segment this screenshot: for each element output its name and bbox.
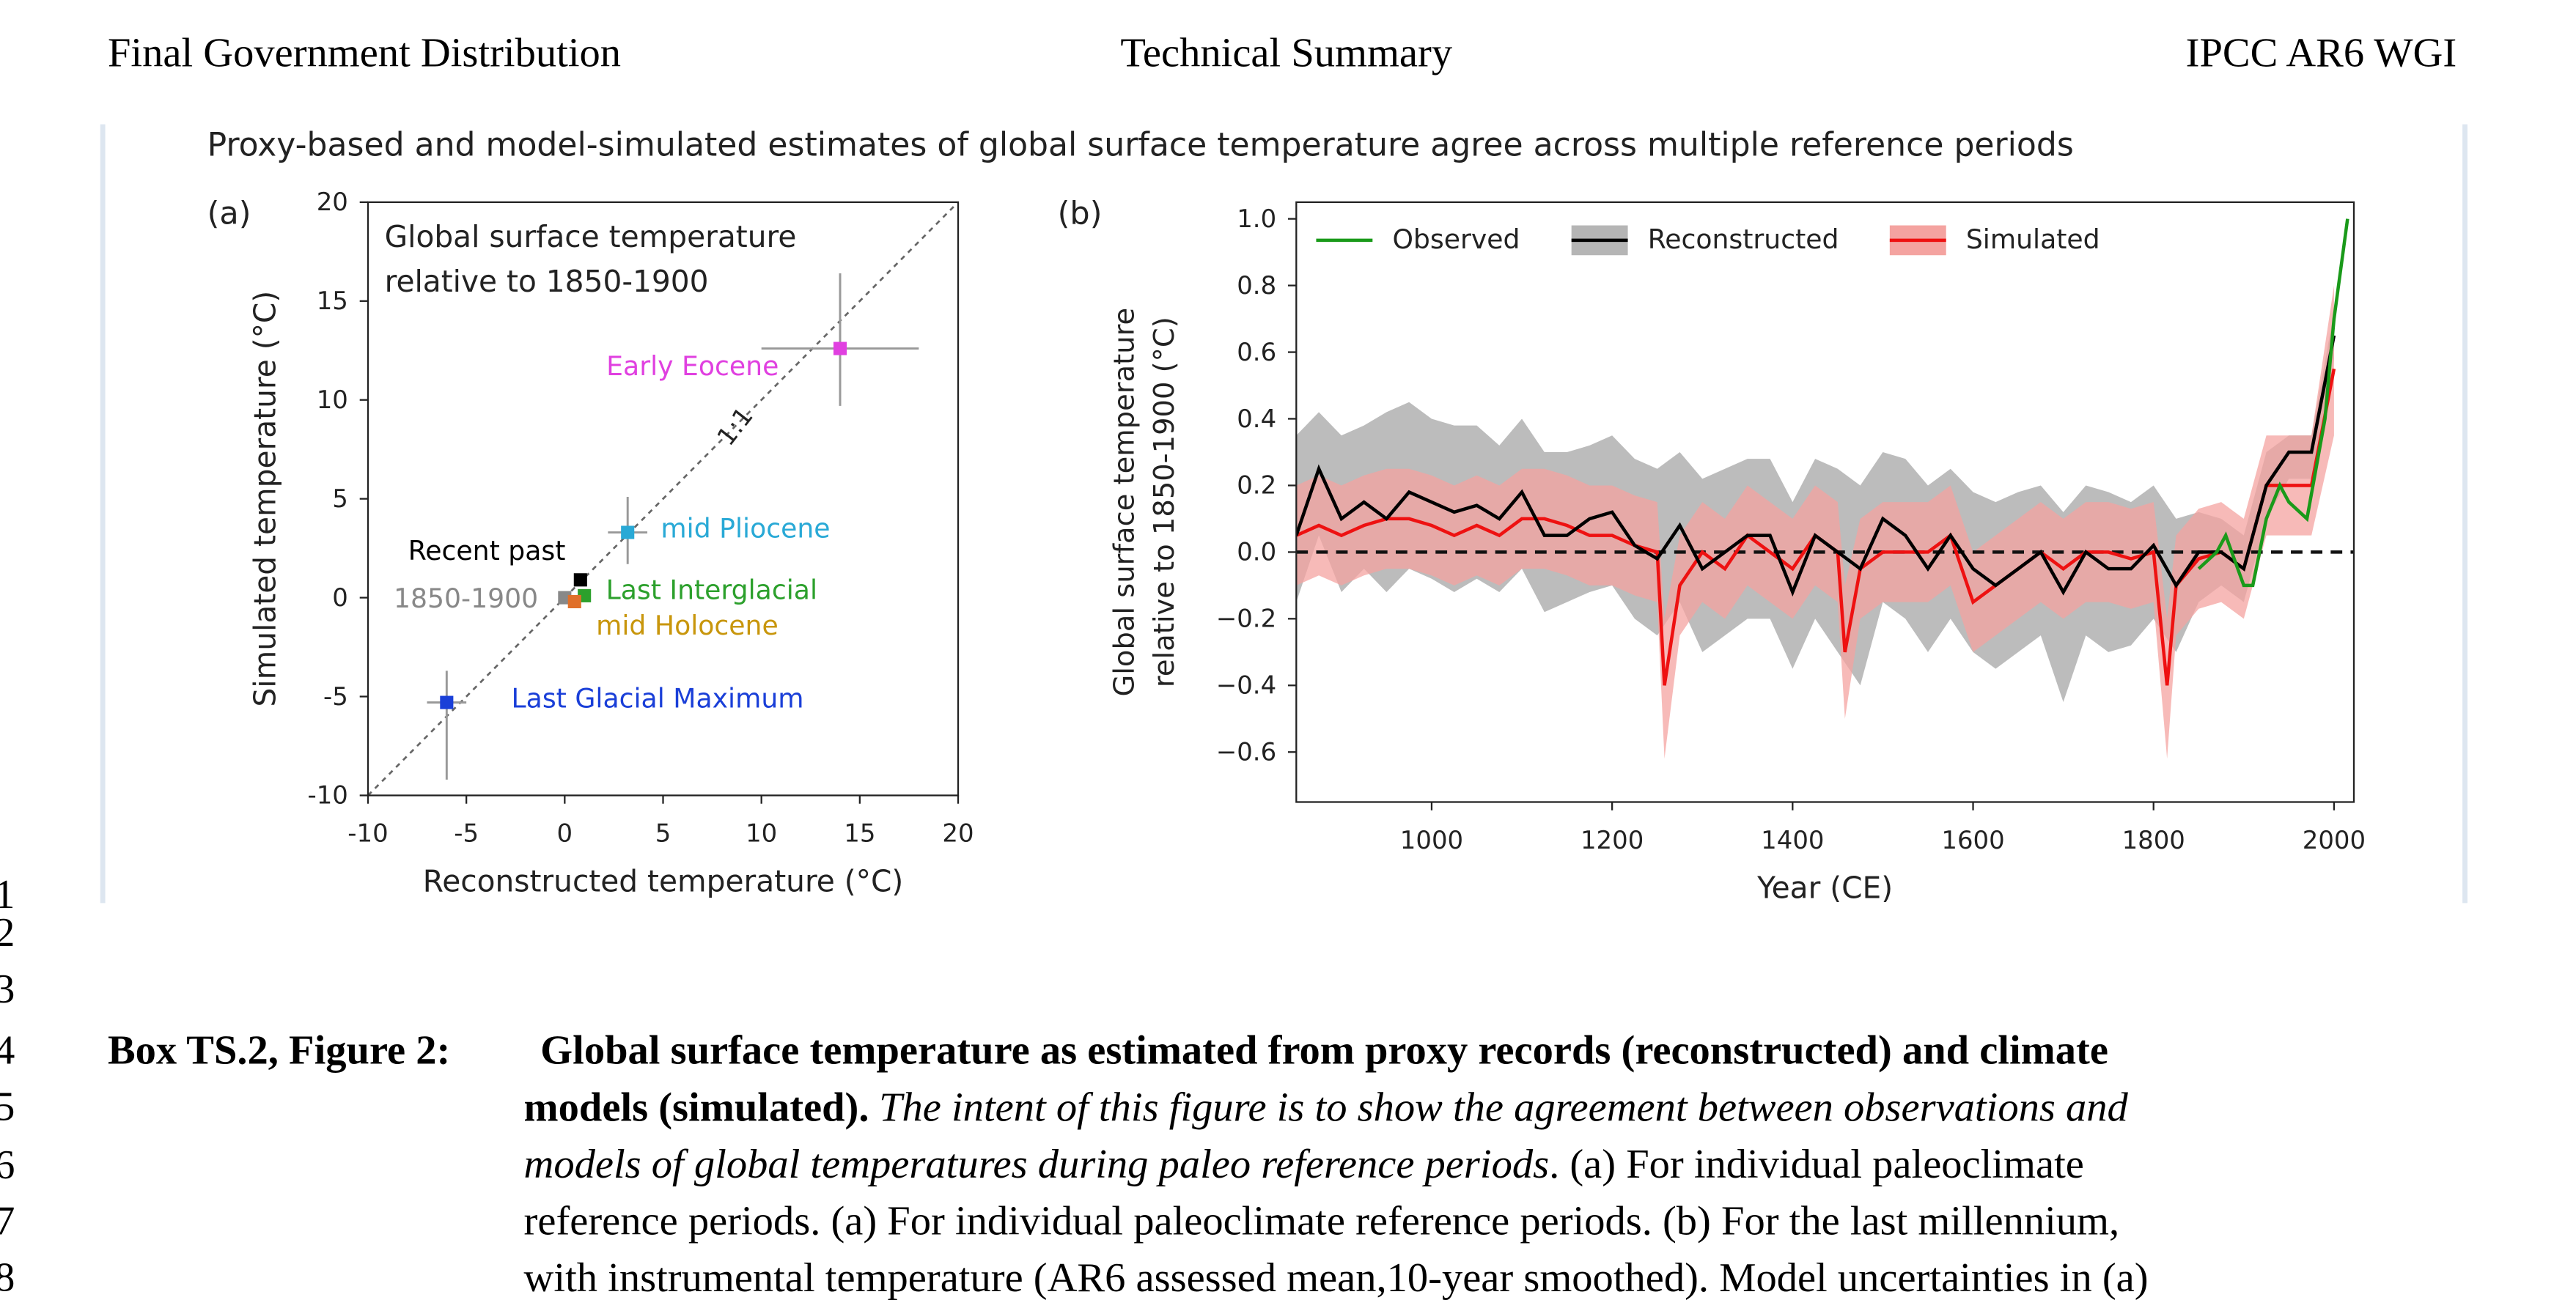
point-label: mid Pliocene (660, 512, 830, 544)
x-tick-label: -10 (347, 819, 388, 848)
x-tick-label: 1000 (1400, 826, 1463, 854)
caption-line: models (simulated). The intent of this fi… (524, 1085, 2129, 1130)
point-label: Last Glacial Maximum (512, 682, 804, 714)
panel-note: Global surface temperature (385, 219, 797, 254)
y-tick-label: 5 (332, 484, 348, 513)
x-tick-label: 10 (746, 819, 777, 848)
chart-panel: (b) 1000 1200 1400 1600 1800 2000 −0.6 −0.4 −0.2 0… (1058, 195, 2366, 905)
y-tick-label: 0.0 (1237, 538, 1276, 566)
y-tick-label: 0.8 (1237, 271, 1276, 300)
point (440, 695, 454, 709)
plot-frame (1295, 201, 2355, 803)
y-axis-label: Global surface temperature (1108, 308, 1141, 697)
caption-line: reference periods. (a) For individual pa… (524, 1198, 2120, 1244)
y-axis-label: Simulated temperature (°C) (247, 291, 282, 707)
x-tick-label: 1200 (1580, 826, 1644, 854)
point (567, 594, 581, 609)
point-label: Early Eocene (606, 350, 779, 382)
caption: Box TS.2, Figure 2: Global surface temper… (108, 1028, 2149, 1300)
line-number: 8 (0, 1255, 15, 1300)
x-tick-label: 1800 (2122, 826, 2185, 854)
caption-line: models of global temperatures during pal… (524, 1142, 2084, 1187)
plot-area (1296, 218, 2354, 759)
legend-label: Observed (1392, 224, 1520, 255)
y-tick-label: 0 (332, 583, 348, 612)
legend-label: Simulated (1966, 224, 2100, 255)
caption-segment: The intent of this figure is to show the… (879, 1085, 2128, 1130)
x-tick-label: 15 (844, 819, 875, 848)
y-tick-label: 20 (317, 188, 348, 216)
one-to-one-line (367, 201, 959, 797)
chart-panel: (a) -10 -5 0 5 10 15 20 -10 -5 0 5 10 15 20 Reconstruct… (207, 188, 974, 898)
y-tick-label: −0.4 (1216, 671, 1276, 700)
x-axis-label: Year (CE) (1756, 871, 1893, 906)
line-number: 4 (0, 1028, 15, 1074)
uncertainty-band (1296, 285, 2334, 759)
series-line (1296, 335, 2336, 597)
x-tick-label: 1400 (1761, 826, 1824, 854)
y-tick-label: 15 (317, 287, 348, 315)
panel-note: relative to 1850-1900 (385, 264, 709, 299)
panel-label: (a) (207, 195, 251, 232)
x-axis-label: Reconstructed temperature (°C) (423, 864, 904, 899)
y-tick-label: 0.6 (1237, 338, 1276, 366)
x-tick-label: 2000 (2303, 826, 2366, 854)
line-number: 6 (0, 1142, 15, 1188)
y-tick-label: -5 (323, 682, 348, 711)
line-number: 3 (0, 967, 15, 1012)
x-tick-label: 5 (655, 819, 671, 848)
x-tick-label: -5 (454, 819, 479, 848)
caption-segment: reference periods. (a) For individual pa… (524, 1198, 2120, 1244)
header-center: Technical Summary (1120, 30, 1452, 75)
x-tick-label: 1600 (1941, 826, 2004, 854)
caption-segment: models of global temperatures during pal… (524, 1142, 1550, 1187)
point-label: Recent past (408, 535, 566, 566)
point (621, 525, 635, 539)
caption-segment: Global surface temperature as estimated … (540, 1028, 2108, 1074)
caption-line: with instrumental temperature (AR6 asses… (524, 1255, 2149, 1300)
line-numbers: 12 3 4 5 6 7 8 (0, 872, 15, 1300)
point-label: 1850-1900 (394, 583, 538, 614)
y-axis-label: relative to 1850-1900 (°C) (1148, 317, 1181, 687)
header-right: IPCC AR6 WGI (2186, 30, 2457, 75)
point (573, 573, 587, 587)
caption-segment: . (a) For individual paleoclimate (1549, 1142, 2084, 1187)
y-tick-label: -10 (307, 781, 347, 810)
x-tick-label: 0 (557, 819, 573, 848)
line-number: 1 (0, 872, 15, 917)
caption-segment: models (simulated). (524, 1085, 869, 1130)
plot-frame (367, 201, 960, 797)
y-tick-label: 0.2 (1237, 471, 1276, 500)
legend-label: Reconstructed (1648, 224, 1839, 255)
figure: (a) -10 -5 0 5 10 15 20 -10 -5 0 5 10 15 20 Reconstruct… (207, 188, 2366, 905)
y-tick-label: −0.6 (1216, 738, 1276, 767)
y-tick-label: 0.4 (1237, 405, 1276, 433)
point-label: Last Interglacial (606, 574, 817, 605)
caption-segment: Box TS.2, Figure 2: (108, 1028, 450, 1074)
point (833, 341, 847, 355)
line-number: 2 (0, 910, 15, 956)
point-label: mid Holocene (596, 610, 779, 641)
line-number: 7 (0, 1199, 15, 1244)
header-left: Final Government Distribution (108, 30, 621, 75)
y-tick-label: 1.0 (1237, 204, 1276, 233)
x-tick-label: 20 (942, 819, 974, 848)
line-number: 5 (0, 1085, 15, 1130)
y-tick-label: −0.2 (1216, 605, 1276, 633)
y-tick-label: 10 (317, 385, 348, 414)
figure-title: Proxy-based and model-simulated estimate… (207, 127, 2074, 164)
caption-segment: with instrumental temperature (AR6 asses… (524, 1255, 2149, 1300)
caption-line: Box TS.2, Figure 2: Global surface temper… (108, 1028, 2108, 1074)
panel-label: (b) (1058, 195, 1103, 232)
series-line (2197, 218, 2349, 588)
